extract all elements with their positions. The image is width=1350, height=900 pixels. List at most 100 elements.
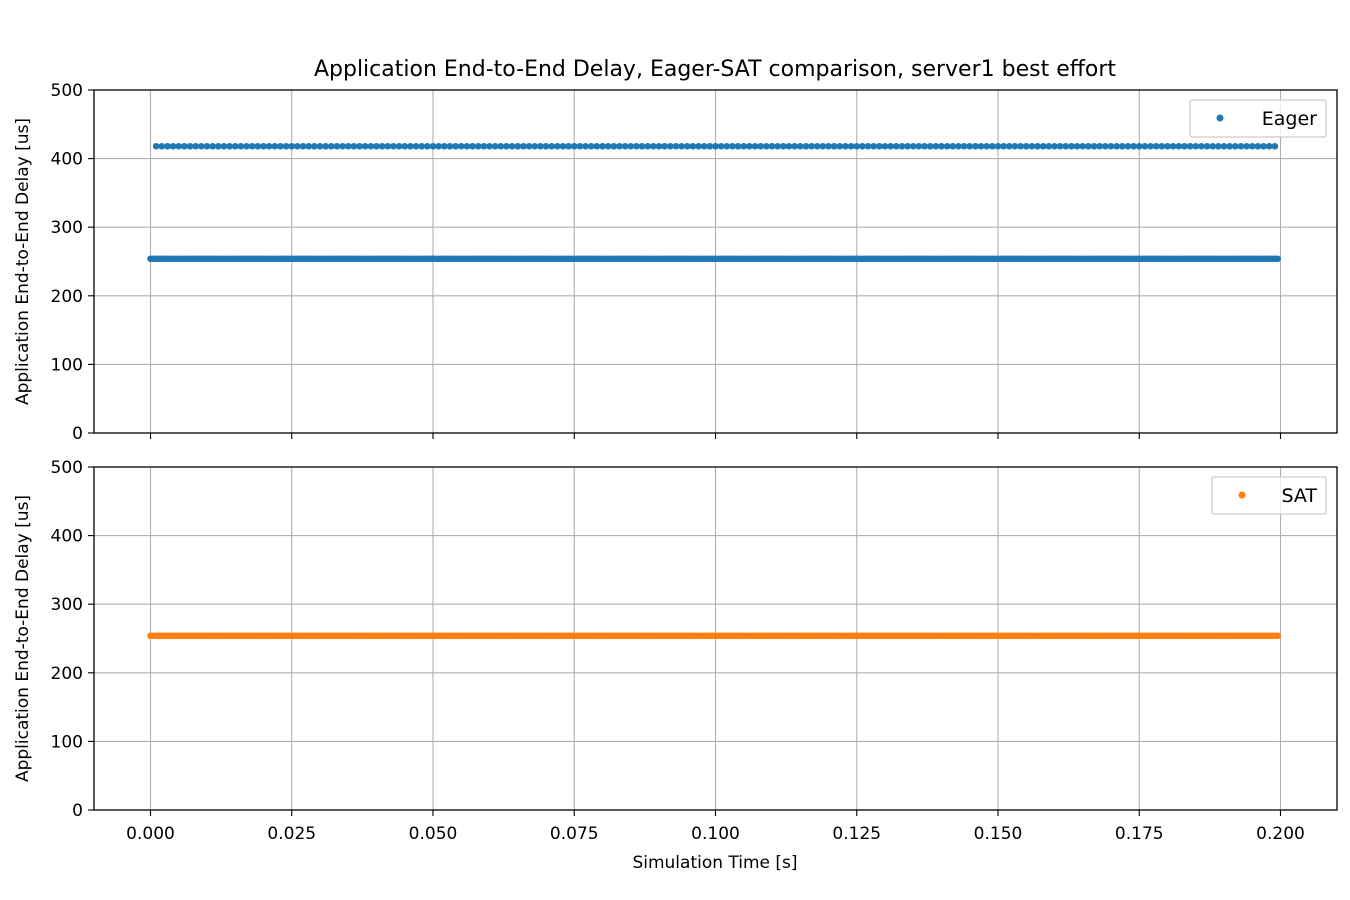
- data-point: [265, 142, 273, 150]
- data-point: [158, 142, 166, 150]
- data-point: [1147, 142, 1154, 150]
- data-point: [960, 142, 968, 150]
- data-point: [757, 142, 764, 150]
- data-point: [1181, 142, 1188, 150]
- data-point: [537, 142, 544, 150]
- data-point: [1022, 142, 1030, 150]
- data-point: [915, 142, 923, 150]
- data-point: [768, 142, 776, 150]
- data-point: [367, 142, 375, 150]
- data-point: [616, 142, 623, 150]
- data-point: [1164, 142, 1171, 150]
- data-point: [311, 142, 318, 150]
- data-point: [1220, 142, 1228, 150]
- data-point: [1158, 142, 1166, 150]
- data-point: [152, 142, 160, 150]
- y-tick-label: 200: [51, 287, 83, 307]
- data-point: [983, 142, 990, 150]
- data-point: [740, 142, 748, 150]
- x-axis-label: Simulation Time [s]: [632, 853, 797, 873]
- y-tick-label: 100: [51, 355, 83, 375]
- data-point: [1226, 142, 1233, 150]
- y-tick-label: 300: [51, 218, 83, 238]
- data-point: [604, 142, 612, 150]
- data-point: [808, 142, 815, 150]
- data-point: [938, 142, 945, 150]
- legend-marker: [1238, 491, 1246, 499]
- data-point: [401, 142, 409, 150]
- data-point: [328, 142, 335, 150]
- data-point: [463, 142, 471, 150]
- data-point: [1039, 142, 1047, 150]
- data-point: [1209, 142, 1216, 150]
- data-point: [1085, 142, 1092, 150]
- data-point: [734, 142, 742, 150]
- data-point: [599, 142, 606, 150]
- data-point: [384, 142, 392, 150]
- data-point: [955, 142, 962, 150]
- data-point: [277, 142, 284, 150]
- data-point: [870, 142, 877, 150]
- data-point: [1141, 142, 1149, 150]
- y-ticks: 0 100 200 300 400 500: [51, 458, 94, 821]
- data-point: [294, 142, 301, 150]
- data-point: [1186, 142, 1194, 150]
- data-point: [231, 142, 239, 150]
- data-point: [480, 142, 488, 150]
- data-point: [893, 142, 900, 150]
- data-point: [175, 142, 183, 150]
- data-point: [774, 142, 781, 150]
- data-point: [898, 142, 906, 150]
- data-point: [1079, 142, 1087, 150]
- data-point: [378, 142, 386, 150]
- data-point: [582, 142, 589, 150]
- data-point: [621, 142, 629, 150]
- data-point: [1152, 142, 1160, 150]
- data-point: [825, 142, 832, 150]
- data-point: [650, 142, 657, 150]
- data-point: [192, 142, 199, 150]
- y-tick-label: 200: [51, 664, 83, 684]
- x-tick-label: 0.050: [409, 824, 458, 844]
- data-point: [943, 142, 951, 150]
- data-point: [350, 142, 358, 150]
- data-point: [1090, 142, 1098, 150]
- data-point: [796, 142, 804, 150]
- data-points: [147, 142, 1281, 263]
- data-point: [164, 142, 171, 150]
- data-point: [181, 142, 188, 150]
- data-point: [587, 142, 595, 150]
- data-point: [565, 142, 572, 150]
- data-point: [712, 142, 719, 150]
- data-point: [1056, 142, 1064, 150]
- data-point: [412, 142, 420, 150]
- legend: SAT: [1211, 476, 1327, 515]
- data-point: [638, 142, 646, 150]
- y-tick-label: 500: [51, 81, 83, 101]
- data-point: [1232, 142, 1239, 150]
- data-point: [672, 142, 680, 150]
- data-point: [542, 142, 550, 150]
- y-ticks: 0 100 200 300 400 500: [51, 81, 94, 444]
- data-point: [1271, 142, 1279, 150]
- data-point: [1198, 142, 1205, 150]
- x-tick-label: 0.200: [1256, 824, 1305, 844]
- data-point: [853, 142, 861, 150]
- data-point: [570, 142, 578, 150]
- data-point: [305, 142, 313, 150]
- chart-title: Application End-to-End Delay, Eager-SAT …: [314, 57, 1116, 82]
- data-point: [1045, 142, 1053, 150]
- data-point: [1248, 142, 1256, 150]
- data-point: [226, 142, 233, 150]
- data-point: [706, 142, 714, 150]
- legend-label: SAT: [1281, 485, 1317, 507]
- data-points: [147, 632, 1281, 640]
- data-point: [1243, 142, 1250, 150]
- data-point: [791, 142, 798, 150]
- data-point: [802, 142, 810, 150]
- data-point: [503, 142, 510, 150]
- data-point: [633, 142, 640, 150]
- data-point: [209, 142, 216, 150]
- data-point: [876, 142, 883, 150]
